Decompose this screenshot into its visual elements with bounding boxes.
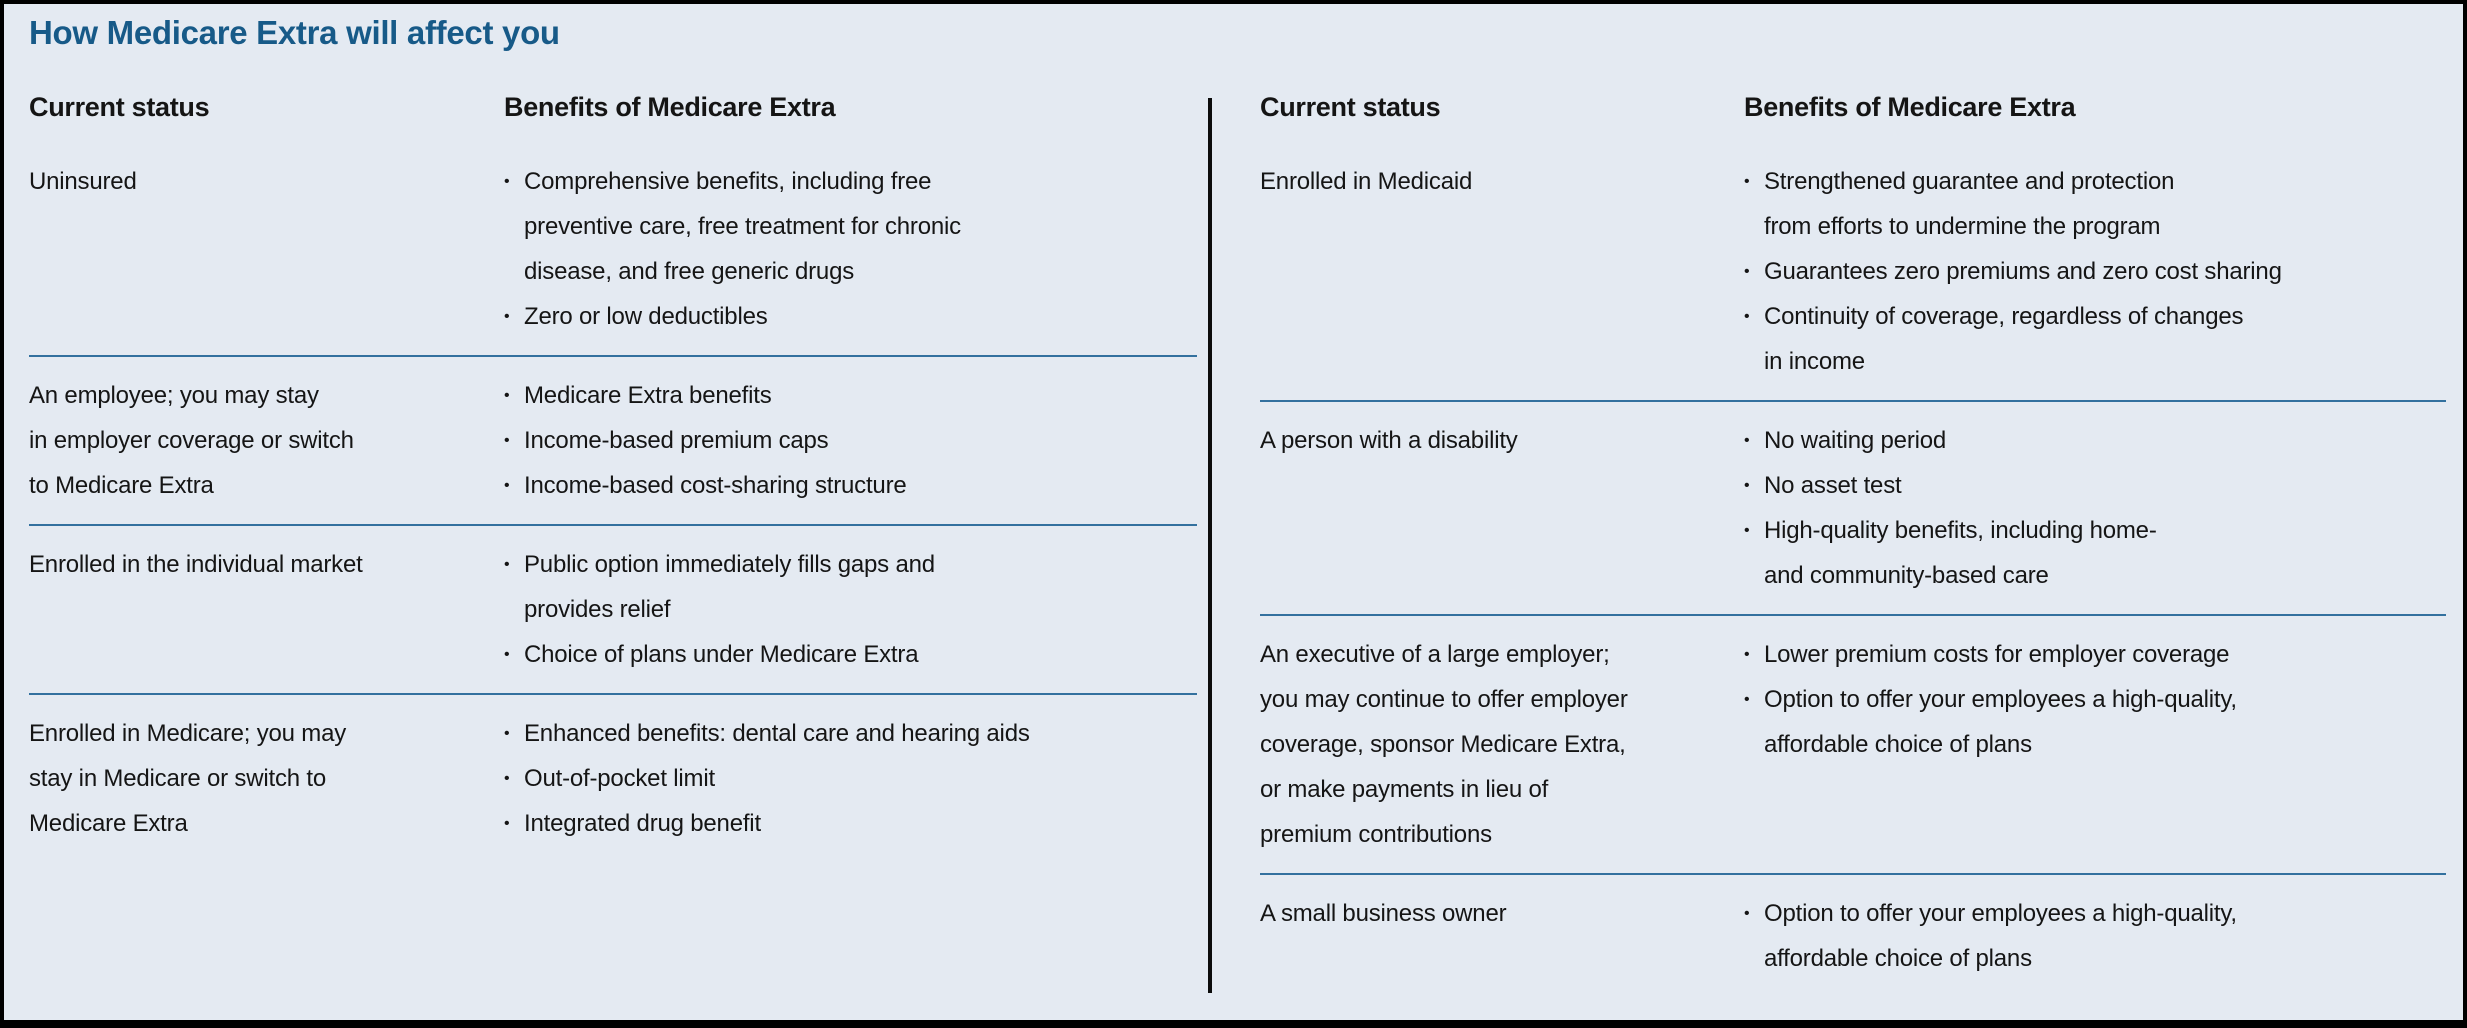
status-cell: Uninsured — [29, 168, 137, 195]
benefit-text: Zero or low deductibles — [524, 303, 768, 330]
benefit-text: Option to offer your employees a high-qu… — [1764, 686, 2237, 758]
benefits-cell: • Option to offer your employees a high-… — [1744, 891, 2446, 981]
bullet-icon: • — [504, 173, 510, 190]
status-cell: A small business owner — [1260, 900, 1507, 927]
benefit-item: • Option to offer your employees a high-… — [1744, 677, 2446, 767]
column-header-current-status: Current status — [29, 92, 210, 122]
benefit-item: • Choice of plans under Medicare Extra — [504, 632, 1197, 677]
status-cell: Enrolled in Medicare; you may stay in Me… — [29, 720, 347, 837]
benefit-text: Guarantees zero premiums and zero cost s… — [1764, 258, 2282, 285]
benefit-item: • Enhanced benefits: dental care and hea… — [504, 711, 1197, 756]
bullet-icon: • — [1744, 263, 1750, 280]
benefit-item: • Out-of-pocket limit — [504, 756, 1197, 801]
table-row: Enrolled in Medicare; you may stay in Me… — [29, 693, 1197, 862]
benefits-cell: • Enhanced benefits: dental care and hea… — [504, 711, 1197, 846]
benefit-text: No waiting period — [1764, 427, 1947, 454]
benefit-text: Public option immediately fills gaps and… — [524, 551, 935, 623]
benefit-text: Strengthened guarantee and protection fr… — [1764, 168, 2175, 240]
benefit-item: • Lower premium costs for employer cover… — [1744, 632, 2446, 677]
right-table-header-row: Current status Benefits of Medicare Extr… — [1260, 90, 2446, 143]
benefit-text: Lower premium costs for employer coverag… — [1764, 641, 2230, 668]
benefit-item: • Income-based premium caps — [504, 418, 1197, 463]
benefits-cell: • Strengthened guarantee and protection … — [1744, 159, 2446, 384]
benefits-cell: • Public option immediately fills gaps a… — [504, 542, 1197, 677]
benefit-text: Choice of plans under Medicare Extra — [524, 641, 919, 668]
benefit-text: Income-based premium caps — [524, 427, 829, 454]
benefits-cell: • No waiting period • No asset test • Hi… — [1744, 418, 2446, 598]
benefit-item: • Guarantees zero premiums and zero cost… — [1744, 249, 2446, 294]
right-table: Current status Benefits of Medicare Extr… — [1260, 90, 2446, 997]
benefit-text: No asset test — [1764, 472, 1902, 499]
table-row: Enrolled in the individual market • Publ… — [29, 524, 1197, 693]
benefit-text: High-quality benefits, including home- a… — [1764, 517, 2157, 589]
bullet-icon: • — [504, 477, 510, 494]
benefit-item: • No waiting period — [1744, 418, 2446, 463]
left-table: Current status Benefits of Medicare Extr… — [29, 90, 1197, 862]
benefit-text: Medicare Extra benefits — [524, 382, 772, 409]
vertical-divider — [1208, 98, 1212, 993]
table-row: A small business owner • Option to offer… — [1260, 873, 2446, 997]
right-table-rows: Enrolled in Medicaid • Strengthened guar… — [1260, 143, 2446, 997]
table-row: An employee; you may stay in employer co… — [29, 355, 1197, 524]
benefit-text: Integrated drug benefit — [524, 810, 761, 837]
benefit-item: • Comprehensive benefits, including free… — [504, 159, 1197, 294]
left-table-header-row: Current status Benefits of Medicare Extr… — [29, 90, 1197, 143]
column-header-current-status: Current status — [1260, 92, 1441, 122]
benefits-cell: • Lower premium costs for employer cover… — [1744, 632, 2446, 857]
benefit-item: • Public option immediately fills gaps a… — [504, 542, 1197, 632]
bullet-icon: • — [1744, 308, 1750, 325]
bullet-icon: • — [1744, 173, 1750, 190]
benefit-item: • Medicare Extra benefits — [504, 373, 1197, 418]
bullet-icon: • — [504, 725, 510, 742]
benefit-item: • High-quality benefits, including home-… — [1744, 508, 2446, 598]
status-cell: An employee; you may stay in employer co… — [29, 382, 354, 499]
benefit-text: Income-based cost-sharing structure — [524, 472, 907, 499]
status-cell: Enrolled in the individual market — [29, 551, 363, 578]
bullet-icon: • — [504, 556, 510, 573]
benefit-item: • Zero or low deductibles — [504, 294, 1197, 339]
table-row: An executive of a large employer; you ma… — [1260, 614, 2446, 873]
bullet-icon: • — [1744, 646, 1750, 663]
benefit-item: • Strengthened guarantee and protection … — [1744, 159, 2446, 249]
benefit-text: Out-of-pocket limit — [524, 765, 715, 792]
benefit-text: Enhanced benefits: dental care and heari… — [524, 720, 1030, 747]
bullet-icon: • — [1744, 905, 1750, 922]
bullet-icon: • — [504, 308, 510, 325]
benefit-text: Continuity of coverage, regardless of ch… — [1764, 303, 2244, 375]
benefit-text: Option to offer your employees a high-qu… — [1764, 900, 2237, 972]
bullet-icon: • — [504, 646, 510, 663]
column-header-benefits: Benefits of Medicare Extra — [504, 92, 836, 122]
benefits-cell: • Comprehensive benefits, including free… — [504, 159, 1197, 339]
bullet-icon: • — [1744, 691, 1750, 708]
status-cell: Enrolled in Medicaid — [1260, 168, 1473, 195]
left-table-rows: Uninsured • Comprehensive benefits, incl… — [29, 143, 1197, 862]
bullet-icon: • — [504, 387, 510, 404]
bullet-icon: • — [504, 815, 510, 832]
bullet-icon: • — [1744, 477, 1750, 494]
benefit-item: • Option to offer your employees a high-… — [1744, 891, 2446, 981]
status-cell: A person with a disability — [1260, 427, 1518, 454]
benefit-item: • Integrated drug benefit — [504, 801, 1197, 846]
table-row: Enrolled in Medicaid • Strengthened guar… — [1260, 143, 2446, 400]
table-row: A person with a disability • No waiting … — [1260, 400, 2446, 614]
page-title: How Medicare Extra will affect you — [29, 14, 560, 51]
bullet-icon: • — [504, 770, 510, 787]
status-cell: An executive of a large employer; you ma… — [1260, 641, 1628, 848]
benefit-text: Comprehensive benefits, including free p… — [524, 168, 961, 285]
column-header-benefits: Benefits of Medicare Extra — [1744, 92, 2076, 122]
table-row: Uninsured • Comprehensive benefits, incl… — [29, 143, 1197, 355]
bullet-icon: • — [1744, 522, 1750, 539]
bullet-icon: • — [1744, 432, 1750, 449]
benefit-item: • No asset test — [1744, 463, 2446, 508]
benefit-item: • Income-based cost-sharing structure — [504, 463, 1197, 508]
bullet-icon: • — [504, 432, 510, 449]
benefits-cell: • Medicare Extra benefits • Income-based… — [504, 373, 1197, 508]
benefit-item: • Continuity of coverage, regardless of … — [1744, 294, 2446, 384]
